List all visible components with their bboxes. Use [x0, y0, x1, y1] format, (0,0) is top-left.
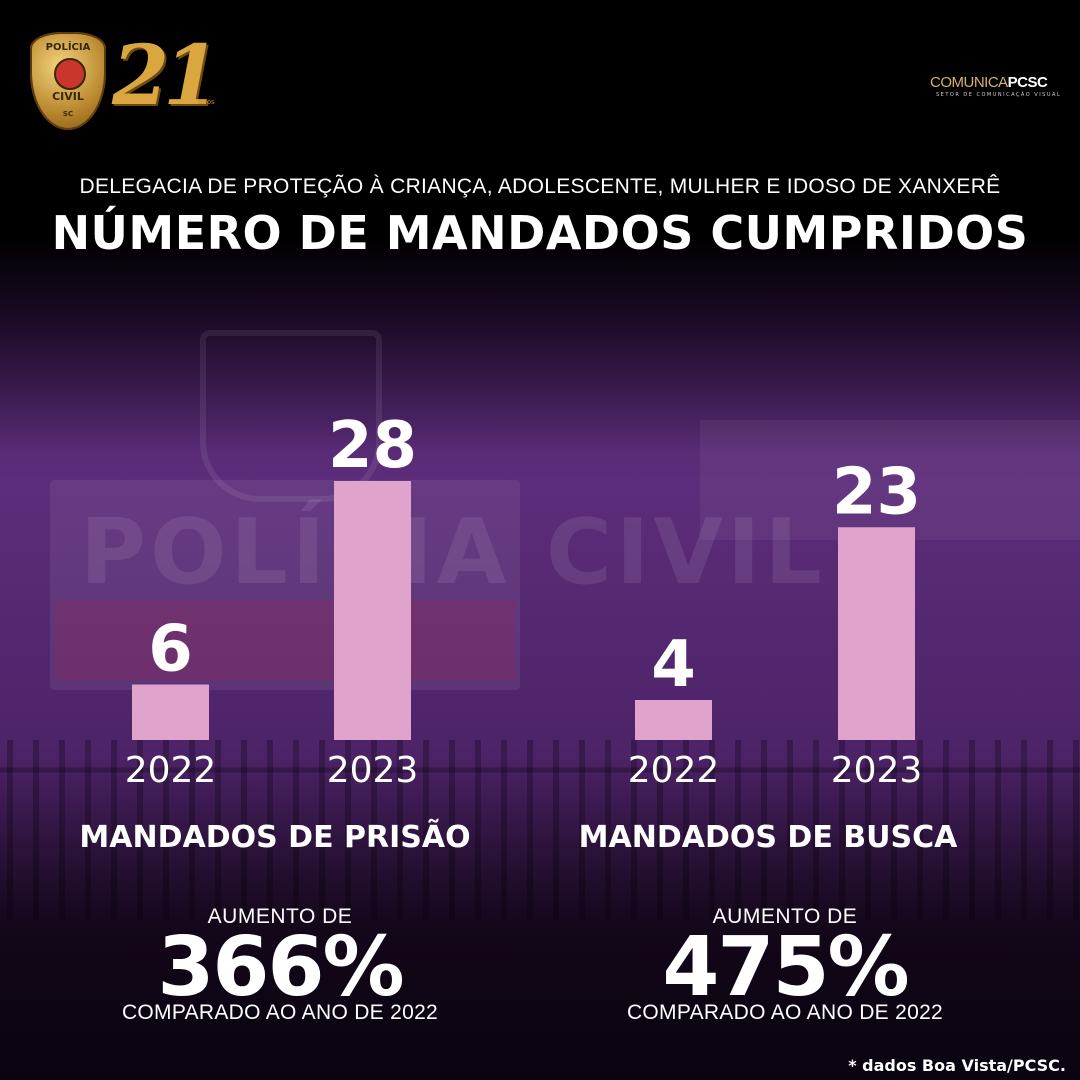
stat-prefix: AUMENTO DE	[712, 905, 858, 928]
anniversary-logo-sub: anos	[198, 98, 215, 106]
brand-part1: COMUNICA	[930, 74, 1008, 91]
bar-2022	[635, 700, 712, 740]
bar-value-label: 4	[651, 628, 696, 702]
bar-category-label: 2022	[628, 750, 720, 791]
bar-value-label: 28	[328, 409, 417, 483]
bar-category-label: 2023	[327, 750, 419, 791]
chart-title-prisao: MANDADOS DE PRISÃO	[79, 820, 471, 855]
badge-emblem-icon	[54, 58, 86, 90]
chart-title-busca: MANDADOS DE BUSCA	[578, 820, 958, 855]
stat-suffix: COMPARADO AO ANO DE 2022	[121, 1001, 439, 1024]
stat-block-busca: AUMENTO DE 475% COMPARADO AO ANO DE 2022	[565, 905, 1005, 1025]
policia-civil-badge-logo: POLÍCIA CIVIL SC	[30, 32, 106, 130]
badge-text-mid: CIVIL	[52, 90, 84, 103]
brand-subtitle: SETOR DE COMUNICAÇÃO VISUAL	[936, 92, 1062, 98]
bar-2023	[334, 481, 411, 740]
comunica-pcsc-logo: COMUNICAPCSC	[930, 74, 1048, 91]
bar-value-label: 6	[148, 613, 193, 687]
bar-category-label: 2022	[125, 750, 217, 791]
bar-2022	[132, 684, 209, 740]
anniversary-logo: 21	[112, 28, 220, 124]
page-title: NÚMERO DE MANDADOS CUMPRIDOS	[51, 206, 1029, 260]
stat-value: 475%	[662, 920, 909, 1015]
footnote: * dados Boa Vista/PCSC.	[848, 1056, 1066, 1075]
badge-text-bot: SC	[62, 110, 74, 118]
brand-part2: PCSC	[1007, 74, 1048, 91]
background-sign-text: POLÍCIA CIVIL	[80, 500, 826, 605]
stat-suffix: COMPARADO AO ANO DE 2022	[626, 1001, 944, 1024]
bar-2023	[838, 527, 915, 740]
badge-text-top: POLÍCIA	[45, 42, 91, 53]
page-subtitle: DELEGACIA DE PROTEÇÃO À CRIANÇA, ADOLESC…	[79, 175, 1001, 198]
stat-prefix: AUMENTO DE	[207, 905, 353, 928]
bar-value-label: 23	[832, 455, 921, 529]
bar-category-label: 2023	[831, 750, 923, 791]
stat-value: 366%	[157, 920, 404, 1015]
stat-block-prisao: AUMENTO DE 366% COMPARADO AO ANO DE 2022	[60, 905, 500, 1025]
